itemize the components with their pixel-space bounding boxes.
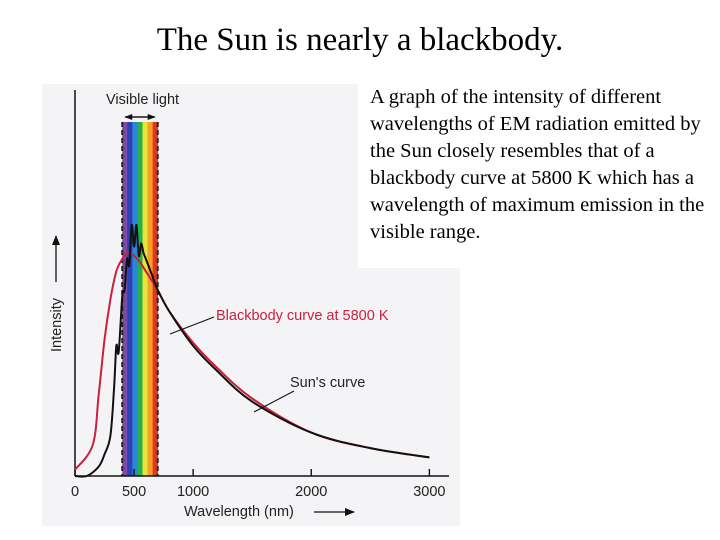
chart-series [74, 223, 430, 478]
sun-curve-label: Sun's curve [290, 375, 365, 391]
spectrum-stripe [137, 122, 143, 476]
spectrum-stripe [142, 122, 148, 476]
spectrum-stripe [122, 122, 128, 476]
x-tick-label: 0 [71, 484, 79, 500]
blackbody-chart: 0 500 1000 2000 3000 Wavelength (nm) Intensity… [49, 90, 449, 520]
x-tick-label: 2000 [295, 484, 327, 500]
x-tick-label: 500 [122, 484, 146, 500]
sun-curve [74, 223, 430, 478]
chart-labels: Visible light Blackbody curve at 5800 K Su… [106, 92, 389, 413]
blackbody-label-leader [169, 316, 215, 335]
blackbody-curve [74, 251, 430, 471]
x-tick-label: 1000 [177, 484, 209, 500]
chart-axes: 0 500 1000 2000 3000 Wavelength (nm) Intensity [49, 90, 449, 520]
blackbody-curve-label: Blackbody curve at 5800 K [216, 308, 389, 324]
spectrum-stripe [127, 122, 133, 476]
sun-label-leader [253, 390, 295, 413]
y-axis-label: Intensity [49, 297, 65, 352]
visible-spectrum-band [121, 122, 159, 476]
slide-title: The Sun is nearly a blackbody. [156, 22, 564, 58]
spectrum-stripe [132, 122, 138, 476]
visible-light-label: Visible light [106, 92, 179, 108]
caption-text: A graph of the intensity of different wa… [358, 80, 710, 268]
x-axis-label: Wavelength (nm) [184, 504, 294, 520]
spectrum-stripe [147, 122, 154, 476]
spectrum-stripe [152, 122, 159, 476]
x-tick-label: 3000 [413, 484, 445, 500]
